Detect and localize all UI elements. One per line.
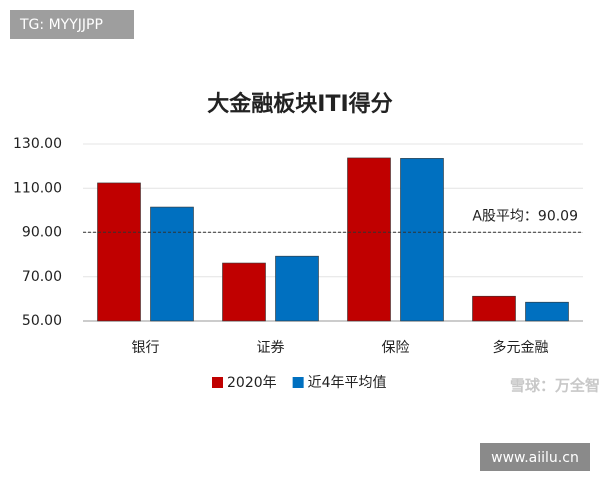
watermark: www.aiilu.cn xyxy=(491,450,579,466)
bar xyxy=(525,301,569,322)
y-tick-label: 130.00 xyxy=(13,136,62,152)
y-tick-label: 110.00 xyxy=(13,180,62,196)
legend-label: 近4年平均值 xyxy=(308,375,387,391)
x-tick-label: 保险 xyxy=(382,340,410,356)
bar xyxy=(347,157,391,322)
bar xyxy=(275,255,319,322)
watermark-box xyxy=(10,10,134,39)
reference-label: A股平均：90.09 xyxy=(472,208,578,224)
bar xyxy=(400,158,444,322)
x-tick-label: 银行 xyxy=(132,340,160,356)
legend-swatch xyxy=(292,377,304,388)
y-tick-label: 70.00 xyxy=(22,269,62,285)
legend-label: 2020年 xyxy=(227,375,277,391)
x-tick-label: 证券 xyxy=(257,340,285,356)
chart-title: 大金融板块ITI得分 xyxy=(207,91,392,117)
bar xyxy=(472,295,516,322)
watermark: TG: MYYJJPP xyxy=(19,17,103,33)
watermark: 雪球：万全智策 xyxy=(510,377,600,395)
bar xyxy=(222,262,266,322)
legend-swatch xyxy=(212,377,223,388)
x-tick-label: 多元金融 xyxy=(493,339,549,356)
y-tick-label: 90.00 xyxy=(22,225,62,241)
bar xyxy=(150,206,194,322)
bar xyxy=(97,182,141,322)
watermark-box xyxy=(480,443,590,471)
y-tick-label: 50.00 xyxy=(22,313,62,329)
